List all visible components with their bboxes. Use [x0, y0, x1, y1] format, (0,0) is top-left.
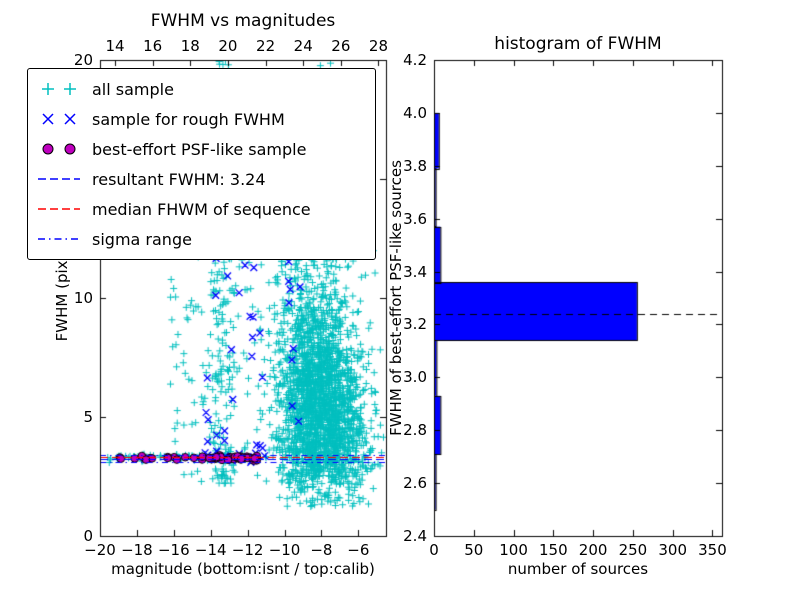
- legend-item-label: resultant FWHM: 3.24: [92, 169, 266, 189]
- legend-item: median FHWM of sequence: [36, 194, 367, 224]
- legend-dashed-line-icon: [36, 199, 82, 219]
- legend-item-label: sample for rough FWHM: [92, 109, 285, 129]
- legend: all sample sample for rough FWHM best-effo…: [27, 68, 376, 260]
- legend-plus-icon: [36, 79, 82, 99]
- legend-item: resultant FWHM: 3.24: [36, 164, 367, 194]
- legend-dashed-line-icon: [36, 169, 82, 189]
- legend-item: sample for rough FWHM: [36, 104, 367, 134]
- legend-circle-icon: [36, 139, 82, 159]
- legend-item-label: median FHWM of sequence: [92, 199, 311, 219]
- legend-item-label: best-effort PSF-like sample: [92, 139, 307, 159]
- legend-item-label: all sample: [92, 79, 174, 99]
- legend-x-icon: [36, 109, 82, 129]
- legend-dashdot-line-icon: [36, 229, 82, 249]
- legend-item-label: sigma range: [92, 229, 192, 249]
- legend-item: sigma range: [36, 224, 367, 254]
- legend-item: all sample: [36, 74, 367, 104]
- legend-item: best-effort PSF-like sample: [36, 134, 367, 164]
